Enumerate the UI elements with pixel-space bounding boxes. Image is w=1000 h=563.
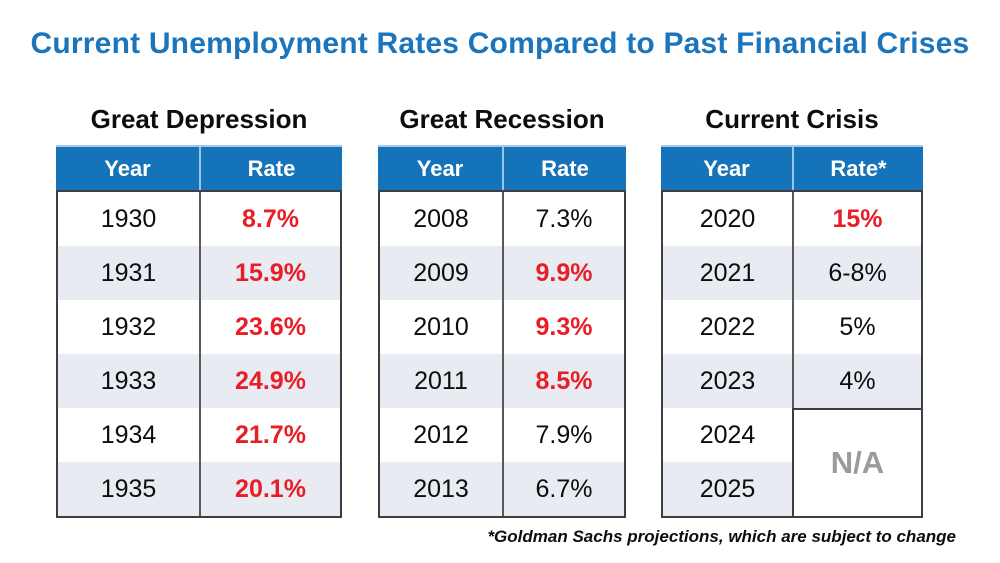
rate-cell: 5% [792, 300, 921, 354]
column-header-year: Year [703, 155, 750, 181]
table-body: 2008 7.3% 2009 9.9% 2010 9.3% 2011 8.5% … [378, 190, 626, 518]
year-cell: 1935 [58, 462, 199, 516]
rate-cell: 24.9% [199, 354, 340, 408]
rate-cell: 15.9% [199, 246, 340, 300]
year-cell: 1932 [58, 300, 199, 354]
rate-cell: 7.9% [502, 408, 624, 462]
year-cell: 2009 [380, 246, 502, 300]
year-cell: 1933 [58, 354, 199, 408]
column-header-rate: Rate [199, 147, 342, 190]
year-cell: 2008 [380, 192, 502, 246]
year-cell: 2020 [663, 192, 792, 246]
table-current-crisis: Current Crisis Year Rate* 2020 15% 2021 … [661, 99, 923, 518]
rate-cell: 21.7% [199, 408, 340, 462]
column-header-year: Year [104, 155, 151, 181]
year-cell: 2025 [663, 462, 792, 516]
table-header-row: Year Rate [56, 145, 342, 190]
rate-cell: 23.6% [199, 300, 340, 354]
rate-cell: 9.9% [502, 246, 624, 300]
rate-cell: 9.3% [502, 300, 624, 354]
table-great-depression: Great Depression Year Rate 1930 8.7% 193… [56, 99, 342, 518]
rate-cell: 7.3% [502, 192, 624, 246]
year-cell: 2010 [380, 300, 502, 354]
year-cell: 1931 [58, 246, 199, 300]
year-cell: 2023 [663, 354, 792, 408]
rate-cell: 20.1% [199, 462, 340, 516]
rate-cell: 6.7% [502, 462, 624, 516]
year-cell: 2012 [380, 408, 502, 462]
year-cell: 1934 [58, 408, 199, 462]
footnote: *Goldman Sachs projections, which are su… [487, 527, 956, 546]
rate-cell: 4% [792, 354, 921, 408]
table-title: Current Crisis [705, 104, 879, 134]
table-header-row: Year Rate* [661, 145, 923, 190]
year-cell: 2021 [663, 246, 792, 300]
year-cell: 2011 [380, 354, 502, 408]
year-cell: 2024 [663, 408, 792, 462]
column-header-rate: Rate* [792, 147, 923, 190]
rate-cell: 6-8% [792, 246, 921, 300]
table-body: 2020 15% 2021 6-8% 2022 5% 2023 4% 2024 … [661, 190, 923, 518]
rate-cell: 8.5% [502, 354, 624, 408]
year-cell: 2022 [663, 300, 792, 354]
column-header-year: Year [416, 155, 464, 181]
year-cell: 1930 [58, 192, 199, 246]
table-great-recession: Great Recession Year Rate 2008 7.3% 2009… [378, 99, 626, 518]
page-title: Current Unemployment Rates Compared to P… [30, 27, 970, 60]
table-title: Great Depression [90, 104, 308, 134]
na-merged-cell: N/A [792, 408, 921, 516]
rate-cell: 8.7% [199, 192, 340, 246]
table-header-row: Year Rate [378, 145, 626, 190]
rate-cell: 15% [792, 192, 921, 246]
column-header-rate: Rate [502, 147, 626, 190]
table-title: Great Recession [399, 104, 605, 134]
year-cell: 2013 [380, 462, 502, 516]
table-body: 1930 8.7% 1931 15.9% 1932 23.6% 1933 24.… [56, 190, 342, 518]
